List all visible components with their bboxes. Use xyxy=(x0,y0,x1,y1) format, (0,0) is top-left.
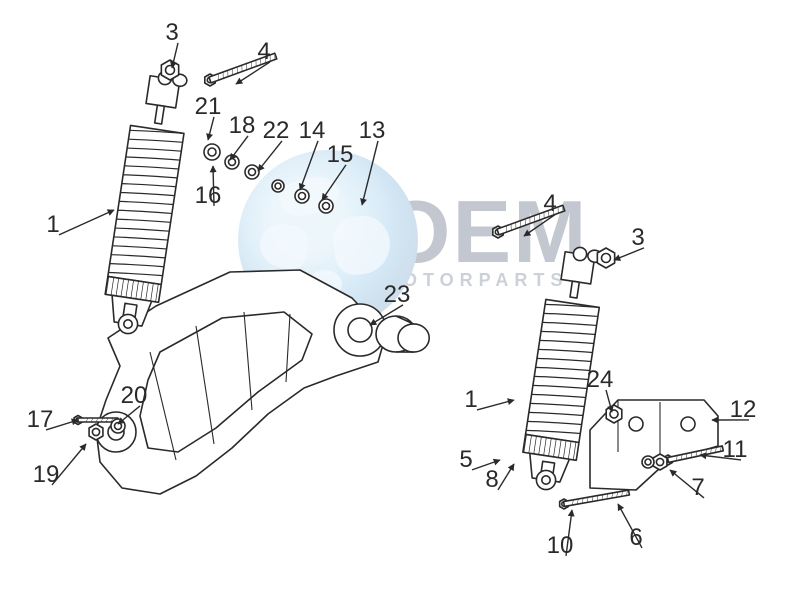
callout-1: 1 xyxy=(464,386,477,414)
callout-11: 11 xyxy=(723,436,748,464)
callout-3: 3 xyxy=(165,19,178,47)
callout-24: 24 xyxy=(587,366,614,394)
callout-18: 18 xyxy=(229,112,256,140)
callout-1: 1 xyxy=(46,211,59,239)
diagram-canvas: OEM MOTORPARTS 1342118221614151323171920… xyxy=(0,0,800,600)
callout-8: 8 xyxy=(485,466,498,494)
callout-10: 10 xyxy=(547,532,574,560)
callout-3: 3 xyxy=(631,224,644,252)
callout-22: 22 xyxy=(263,117,290,145)
callout-21: 21 xyxy=(195,93,222,121)
callout-20: 20 xyxy=(121,382,148,410)
callout-14: 14 xyxy=(299,117,326,145)
callout-19: 19 xyxy=(33,461,60,489)
callout-6: 6 xyxy=(629,524,642,552)
callout-15: 15 xyxy=(327,141,354,169)
callout-13: 13 xyxy=(359,117,386,145)
callout-16: 16 xyxy=(195,182,222,210)
callout-17: 17 xyxy=(27,406,54,434)
callout-4: 4 xyxy=(543,190,556,218)
callout-5: 5 xyxy=(459,446,472,474)
callout-4: 4 xyxy=(257,38,270,66)
callout-7: 7 xyxy=(691,474,704,502)
callout-12: 12 xyxy=(730,396,757,424)
callout-23: 23 xyxy=(384,281,411,309)
